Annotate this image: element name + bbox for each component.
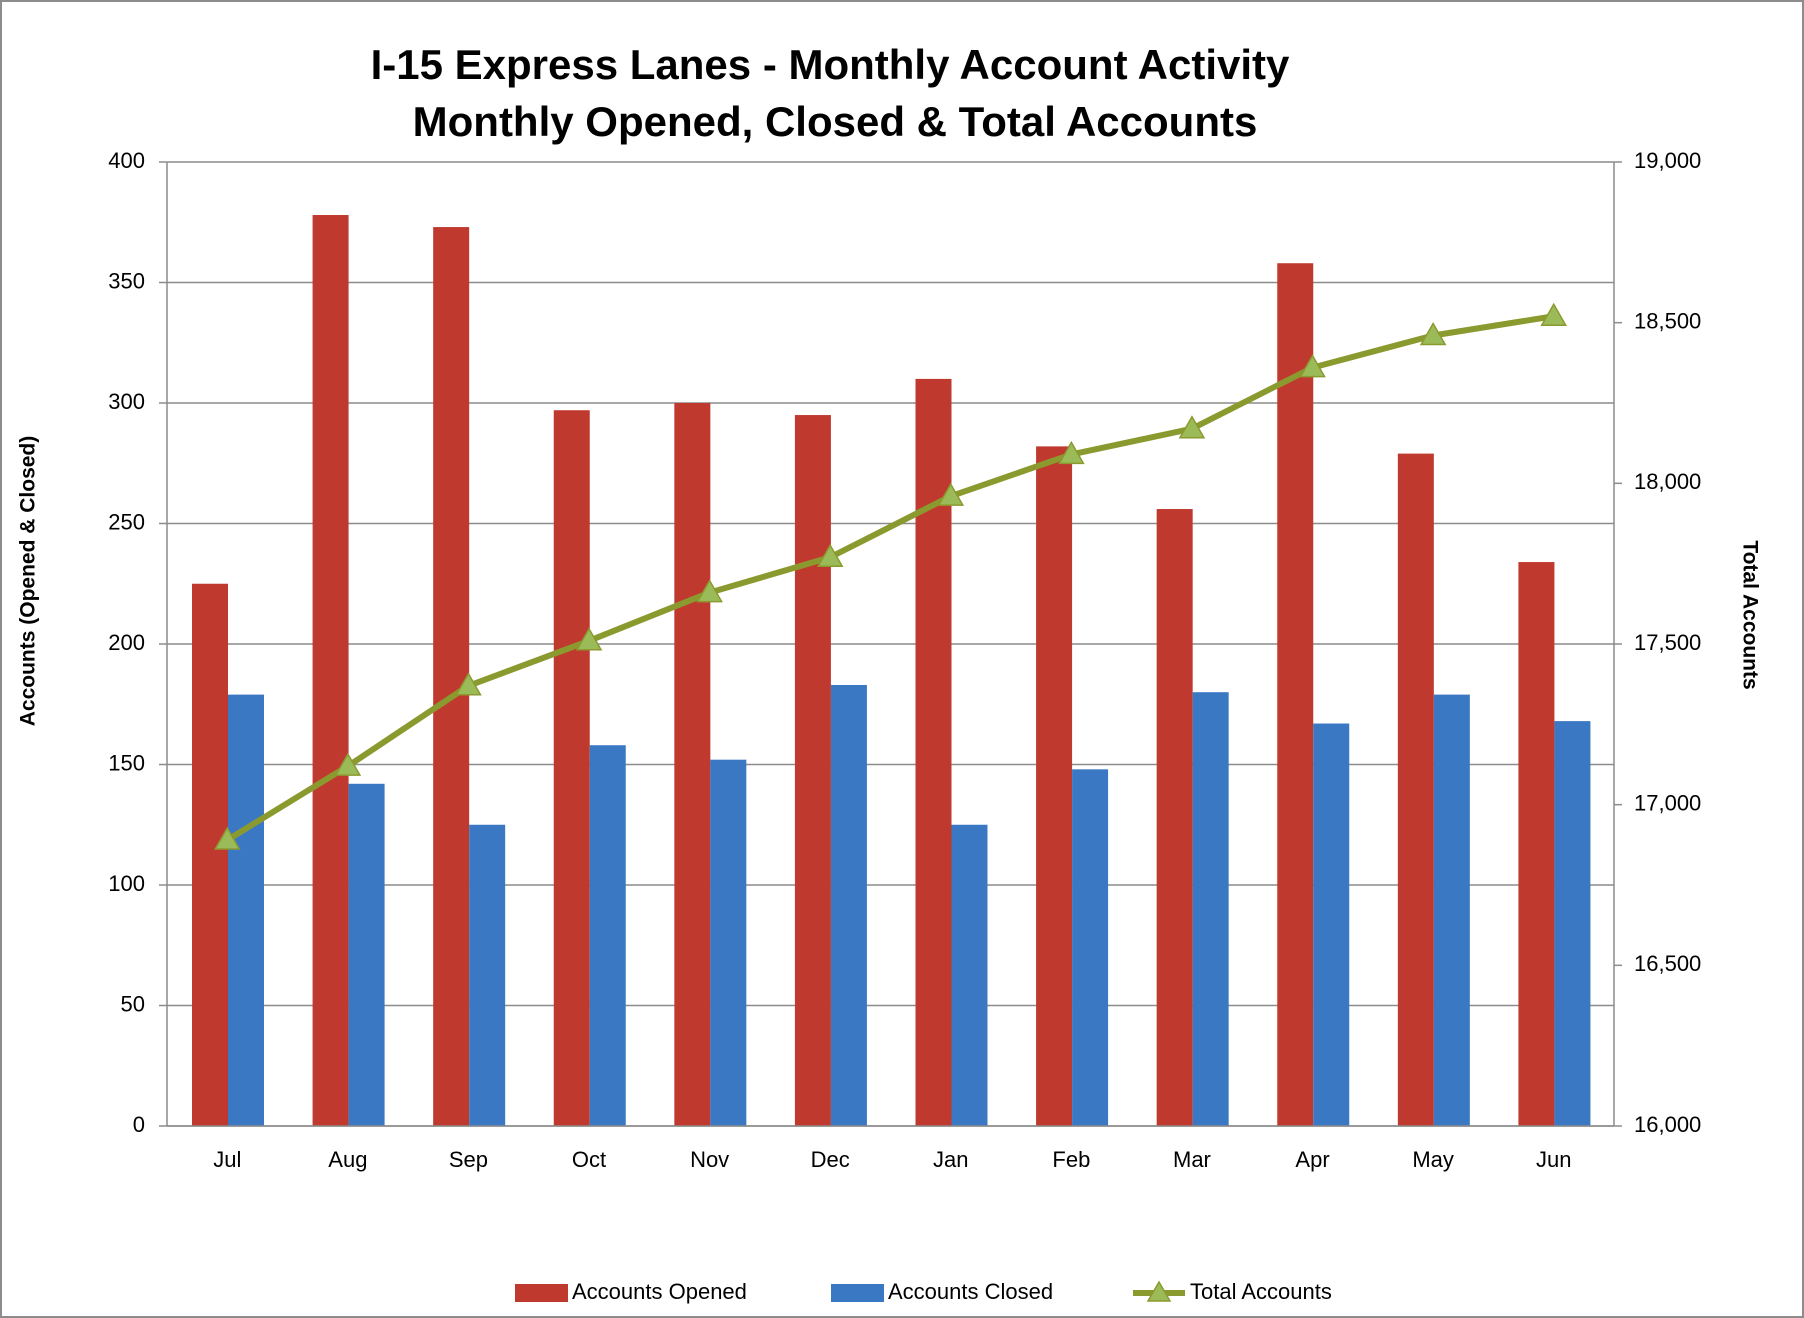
- y2-tick-label: 18,000: [1634, 469, 1701, 494]
- marker: [1058, 440, 1085, 465]
- y2-tick-label: 19,000: [1634, 148, 1701, 173]
- y-axis-title: Accounts (Opened & Closed): [17, 436, 40, 727]
- y2-tick-label: 16,500: [1634, 951, 1701, 976]
- marker: [213, 826, 241, 850]
- bar: [469, 824, 506, 1126]
- marker: [455, 672, 482, 696]
- legend-swatch: [515, 1284, 568, 1302]
- x-tick-label: Jun: [1536, 1147, 1571, 1172]
- y2-tick-label: 17,000: [1634, 790, 1701, 815]
- bar: [553, 410, 590, 1127]
- bar: [348, 783, 385, 1126]
- marker: [575, 627, 603, 651]
- marker: [334, 752, 362, 776]
- y-tick-label: 300: [108, 389, 145, 414]
- y-tick-label: 150: [108, 750, 145, 775]
- x-tick-label: Nov: [690, 1147, 729, 1172]
- x-tick-label: Sep: [449, 1147, 488, 1172]
- bar: [1433, 694, 1470, 1126]
- x-tick-label: Dec: [811, 1147, 850, 1172]
- y-tick-label: 100: [108, 871, 145, 896]
- marker: [1540, 302, 1568, 326]
- y2-tick-label: 16,000: [1634, 1112, 1701, 1137]
- bar: [1277, 263, 1314, 1127]
- legend-marker: [1146, 1280, 1172, 1302]
- x-tick-label: Oct: [572, 1147, 606, 1172]
- line: [225, 313, 1555, 843]
- y-tick-label: 50: [121, 991, 145, 1016]
- bar: [433, 227, 470, 1126]
- bar: [1313, 723, 1350, 1126]
- y-tick-label: 350: [108, 268, 145, 293]
- x-tick-label: May: [1412, 1147, 1454, 1172]
- x-tick-label: Jan: [933, 1147, 968, 1172]
- chart-subtitle: Monthly Opened, Closed & Total Accounts: [413, 98, 1258, 145]
- bar: [1518, 562, 1555, 1126]
- x-tick-label: Apr: [1295, 1147, 1329, 1172]
- y-tick-label: 400: [108, 148, 145, 173]
- bar: [1036, 446, 1073, 1126]
- legend-label: Accounts Closed: [888, 1279, 1053, 1304]
- bar: [589, 745, 626, 1126]
- x-tick-label: Mar: [1173, 1147, 1211, 1172]
- chart-title: I-15 Express Lanes - Monthly Account Act…: [371, 41, 1290, 88]
- legend-label: Total Accounts: [1190, 1279, 1332, 1304]
- y2-tick-label: 18,500: [1634, 308, 1701, 333]
- bar: [1192, 692, 1229, 1126]
- y2-axis-title: Total Accounts: [1738, 540, 1761, 689]
- x-tick-label: Jul: [213, 1147, 241, 1172]
- bar: [1554, 721, 1591, 1126]
- y-tick-label: 200: [108, 630, 145, 655]
- bar: [674, 403, 711, 1126]
- legend-swatch: [831, 1284, 884, 1302]
- y-tick-label: 250: [108, 509, 145, 534]
- bar: [830, 684, 867, 1126]
- bar: [1397, 453, 1434, 1126]
- bar: [951, 824, 988, 1126]
- bar: [794, 415, 831, 1126]
- legend-label: Accounts Opened: [572, 1279, 747, 1304]
- marker: [696, 579, 723, 603]
- marker: [1178, 415, 1206, 439]
- marker: [1299, 354, 1326, 378]
- x-tick-label: Feb: [1052, 1147, 1090, 1172]
- bar: [710, 759, 747, 1126]
- bar: [1072, 769, 1109, 1126]
- bar: [192, 583, 228, 1126]
- marker: [937, 482, 965, 506]
- marker: [1419, 322, 1447, 346]
- marker: [816, 543, 844, 567]
- bar: [228, 694, 264, 1126]
- y-tick-label: 0: [133, 1112, 145, 1137]
- y2-tick-label: 17,500: [1634, 630, 1701, 655]
- x-tick-label: Aug: [328, 1147, 367, 1172]
- bar: [312, 215, 349, 1126]
- bar: [1156, 509, 1193, 1126]
